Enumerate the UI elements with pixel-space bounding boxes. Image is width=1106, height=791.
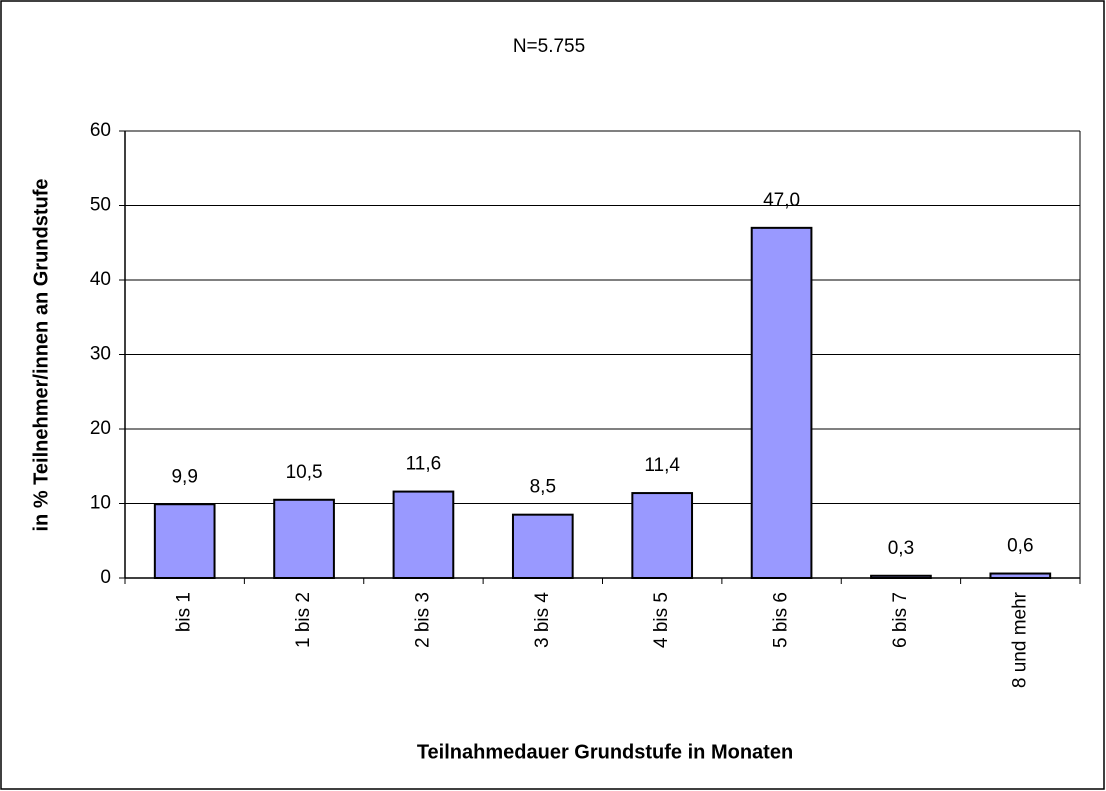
chart-title: N=5.755 bbox=[513, 36, 585, 57]
y-tick-label: 50 bbox=[90, 195, 111, 216]
bar bbox=[750, 226, 813, 579]
y-tick-label: 10 bbox=[90, 493, 111, 514]
value-label: 0,6 bbox=[1007, 536, 1033, 557]
bar bbox=[392, 490, 455, 579]
value-label: 11,4 bbox=[644, 455, 680, 476]
y-tick-label: 30 bbox=[90, 344, 111, 365]
x-tick-label: 4 bis 5 bbox=[651, 592, 672, 648]
y-axis-title: in % Teilnehmer/innen an Grundstufe bbox=[30, 179, 52, 532]
x-tick-label: 5 bis 6 bbox=[771, 592, 792, 648]
x-tick-label: 6 bis 7 bbox=[890, 592, 911, 648]
x-tick-label: bis 1 bbox=[174, 592, 195, 632]
value-label: 0,3 bbox=[888, 538, 914, 559]
value-label: 9,9 bbox=[171, 466, 197, 487]
x-tick-label: 1 bis 2 bbox=[293, 592, 314, 648]
y-tick-label: 0 bbox=[100, 567, 111, 588]
x-tick-label: 3 bis 4 bbox=[532, 592, 553, 648]
y-tick-label: 40 bbox=[90, 269, 111, 290]
x-axis-title: Teilnahmedauer Grundstufe in Monaten bbox=[417, 741, 793, 763]
value-label: 11,6 bbox=[406, 454, 442, 475]
bar bbox=[273, 498, 335, 579]
value-label: 47,0 bbox=[763, 190, 800, 211]
y-tick-label: 20 bbox=[90, 418, 111, 439]
x-tick-label: 2 bis 3 bbox=[412, 592, 433, 648]
x-tick-label: 8 und mehr bbox=[1009, 591, 1030, 688]
bar bbox=[511, 513, 574, 579]
value-label: 10,5 bbox=[286, 462, 323, 483]
bar bbox=[631, 492, 694, 580]
value-label: 8,5 bbox=[530, 477, 556, 498]
bar bbox=[153, 503, 216, 579]
y-tick-label: 60 bbox=[90, 120, 111, 141]
